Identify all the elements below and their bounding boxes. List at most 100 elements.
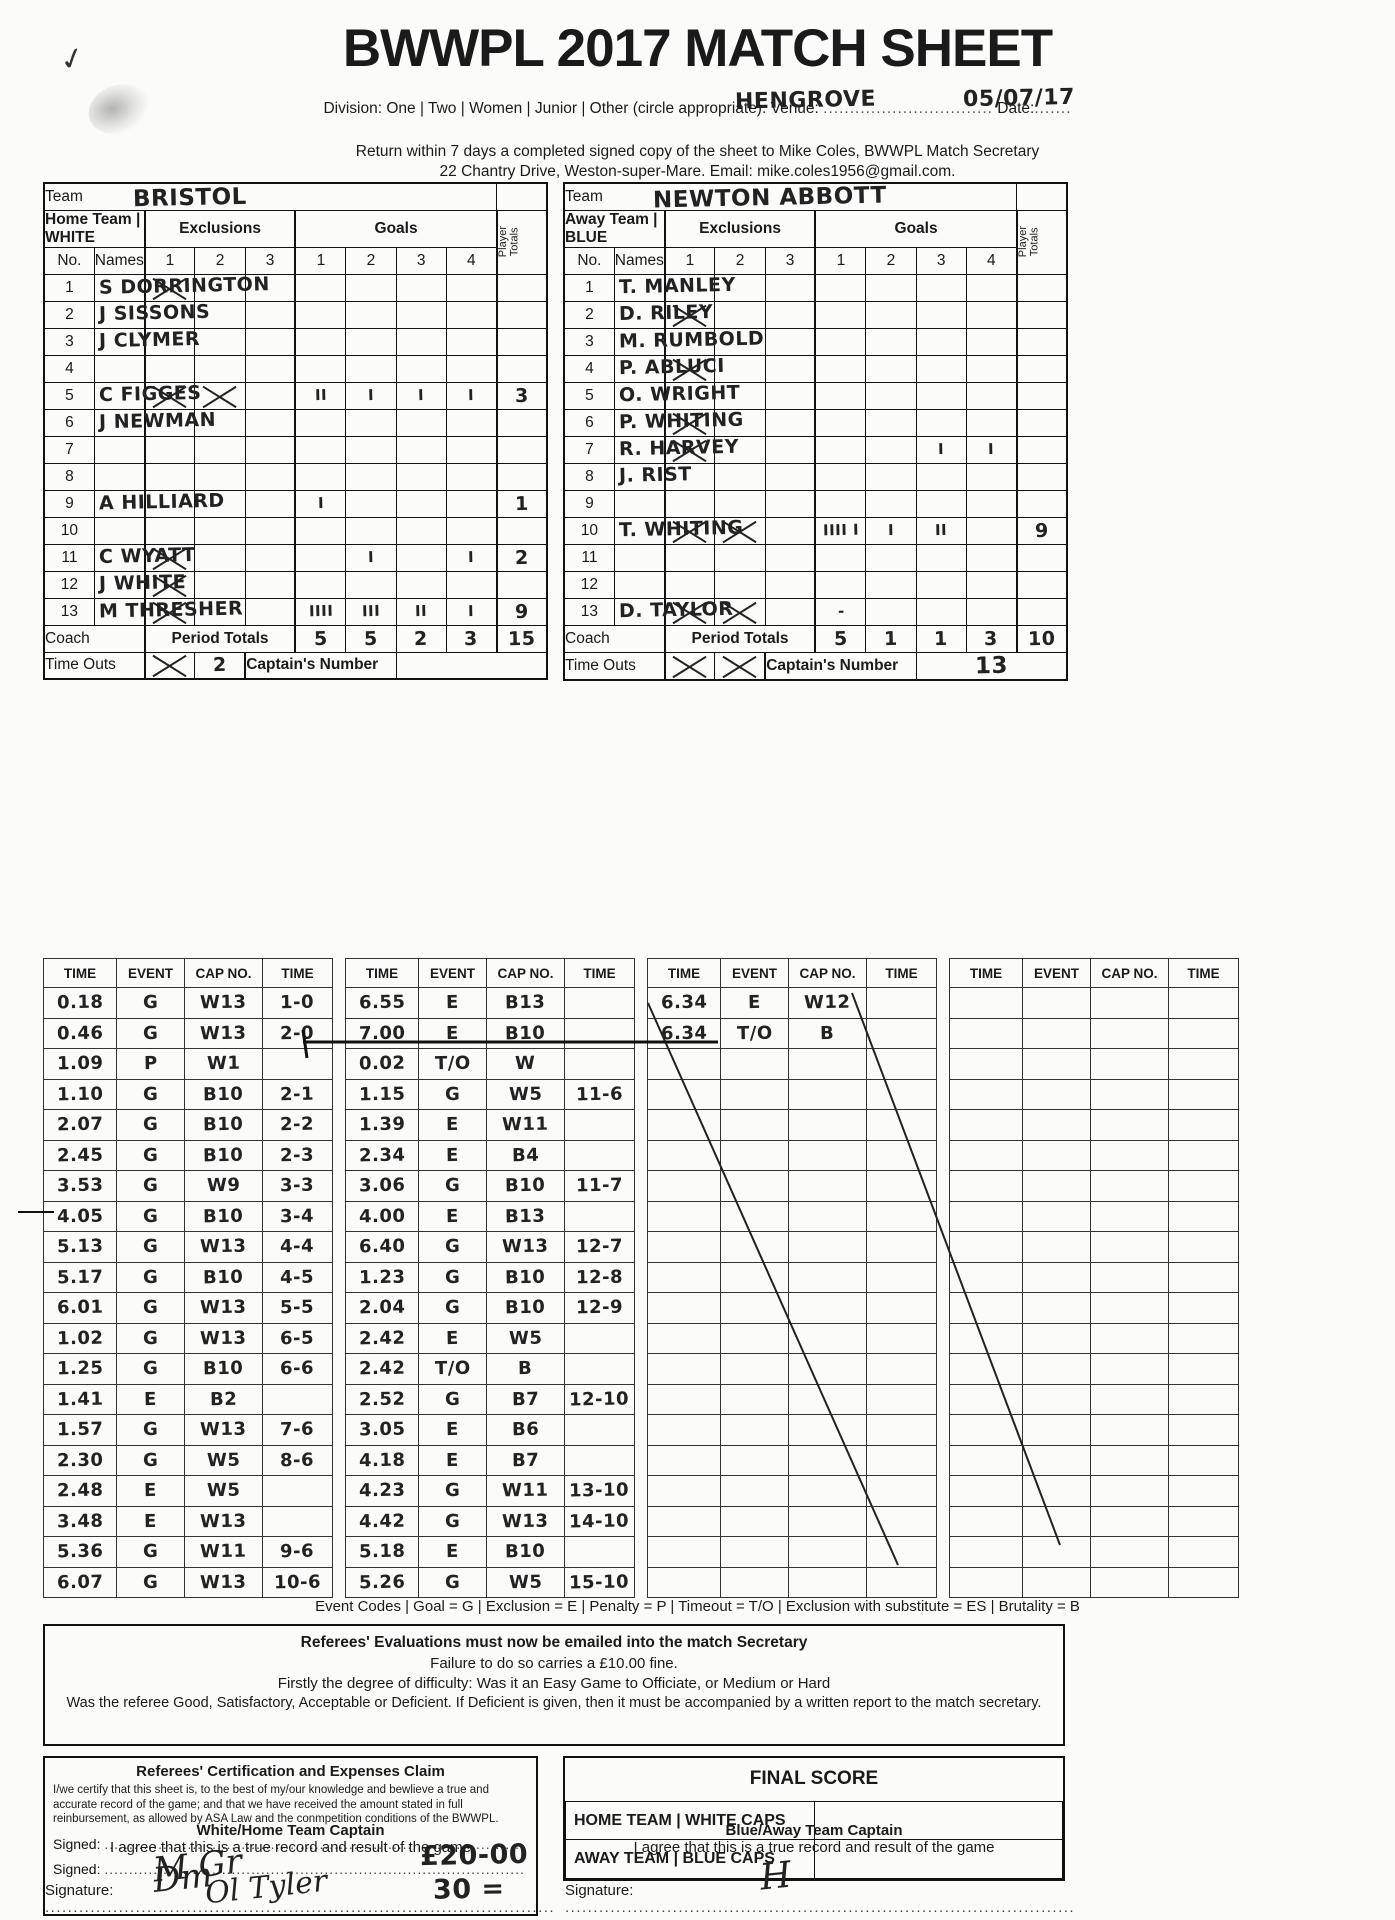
goal-tally-cell[interactable]: [345, 570, 397, 599]
log-time-cell[interactable]: 4.42: [345, 1505, 419, 1537]
goal-tally-cell[interactable]: [345, 354, 397, 383]
exclusion-mark-cell[interactable]: [764, 435, 816, 464]
goal-tally-cell[interactable]: [965, 516, 1018, 545]
log-score-cell[interactable]: [1168, 987, 1239, 1019]
log-row[interactable]: [647, 1475, 937, 1507]
log-cap-cell[interactable]: W13: [184, 1566, 263, 1598]
goal-tally-cell[interactable]: [345, 300, 397, 329]
log-event-cell[interactable]: G: [418, 1505, 487, 1537]
log-event-cell[interactable]: G: [116, 1261, 185, 1293]
goal-tally-cell[interactable]: IIII: [294, 597, 347, 626]
goal-tally-cell[interactable]: [915, 543, 967, 572]
log-event-cell[interactable]: G: [116, 1231, 185, 1263]
log-cap-cell[interactable]: [788, 1353, 867, 1385]
log-event-cell[interactable]: E: [418, 1139, 487, 1171]
log-row[interactable]: 3.53 G W9 3-3: [43, 1170, 333, 1202]
log-row[interactable]: 4.00 E B13: [345, 1200, 635, 1232]
log-score-cell[interactable]: [1168, 1139, 1239, 1171]
log-time-cell[interactable]: [647, 1170, 721, 1202]
log-event-cell[interactable]: [1022, 1170, 1091, 1202]
log-event-cell[interactable]: T/O: [418, 1353, 487, 1385]
player-name-cell[interactable]: J. RIST: [613, 462, 692, 491]
log-time-cell[interactable]: 0.46: [43, 1017, 117, 1049]
log-score-cell[interactable]: 13-10: [564, 1475, 635, 1507]
log-row[interactable]: [647, 1414, 937, 1446]
goal-tally-cell[interactable]: [915, 381, 967, 410]
goal-tally-cell[interactable]: [345, 327, 397, 356]
log-cap-cell[interactable]: B10: [486, 1536, 565, 1568]
goal-tally-cell[interactable]: [445, 570, 498, 599]
player-total-cell[interactable]: [1015, 543, 1068, 572]
log-time-cell[interactable]: 2.42: [345, 1353, 419, 1385]
log-row[interactable]: [647, 1109, 937, 1141]
log-time-cell[interactable]: [647, 1322, 721, 1354]
log-event-cell[interactable]: T/O: [418, 1048, 487, 1080]
log-row[interactable]: 3.06 G B10 11-7: [345, 1170, 635, 1202]
goal-tally-cell[interactable]: [865, 435, 917, 464]
log-event-cell[interactable]: G: [116, 1353, 185, 1385]
log-row[interactable]: 1.39 E W11: [345, 1109, 635, 1141]
log-cap-cell[interactable]: [788, 1322, 867, 1354]
log-time-cell[interactable]: 5.26: [345, 1566, 419, 1598]
log-cap-cell[interactable]: W13: [184, 1231, 263, 1263]
log-event-cell[interactable]: G: [116, 1444, 185, 1476]
player-name-cell[interactable]: S DORRINGTON: [93, 273, 270, 302]
log-time-cell[interactable]: 0.02: [345, 1048, 419, 1080]
player-total-cell[interactable]: [495, 300, 548, 329]
log-cap-cell[interactable]: B10: [184, 1261, 263, 1293]
log-score-cell[interactable]: [564, 1048, 635, 1080]
goal-tally-cell[interactable]: [865, 462, 917, 491]
player-total-cell[interactable]: [1015, 462, 1068, 491]
log-time-cell[interactable]: [949, 1536, 1023, 1568]
log-cap-cell[interactable]: [1090, 1078, 1169, 1110]
player-name-cell[interactable]: J SISSONS: [93, 300, 210, 329]
home-player-row[interactable]: 10: [43, 516, 548, 545]
away-player-row[interactable]: 13 D. TAYLOR -: [563, 597, 1068, 626]
log-event-cell[interactable]: E: [418, 1322, 487, 1354]
log-time-cell[interactable]: [647, 1078, 721, 1110]
log-score-cell[interactable]: [564, 1536, 635, 1568]
log-score-cell[interactable]: [564, 1444, 635, 1476]
log-score-cell[interactable]: [1168, 1109, 1239, 1141]
log-score-cell[interactable]: [564, 1200, 635, 1232]
goal-tally-cell[interactable]: [965, 300, 1018, 329]
log-row[interactable]: [647, 1078, 937, 1110]
exclusion-mark-cell[interactable]: [143, 435, 196, 464]
exclusion-mark-cell[interactable]: [194, 354, 246, 383]
log-row[interactable]: [949, 987, 1239, 1019]
log-cap-cell[interactable]: [788, 1414, 867, 1446]
log-score-cell[interactable]: [564, 1322, 635, 1354]
log-event-cell[interactable]: [1022, 1200, 1091, 1232]
captains-number-cell[interactable]: 13: [915, 651, 1068, 680]
exclusion-mark-cell[interactable]: [764, 273, 816, 302]
log-time-cell[interactable]: 6.40: [345, 1231, 419, 1263]
log-time-cell[interactable]: [647, 1566, 721, 1598]
log-event-cell[interactable]: [1022, 1475, 1091, 1507]
away-player-row[interactable]: 3 M. RUMBOLD: [563, 327, 1068, 356]
player-name-cell[interactable]: C FIGGES: [93, 381, 201, 410]
log-row[interactable]: [949, 1383, 1239, 1415]
log-score-cell[interactable]: [1168, 1353, 1239, 1385]
log-score-cell[interactable]: [866, 1353, 937, 1385]
goal-tally-cell[interactable]: I: [915, 435, 967, 464]
log-score-cell[interactable]: 3-3: [262, 1170, 333, 1202]
log-event-cell[interactable]: E: [116, 1383, 185, 1415]
log-time-cell[interactable]: [949, 1475, 1023, 1507]
player-name-cell[interactable]: [613, 570, 666, 599]
away-signature-row[interactable]: Signature: .............................…: [565, 1854, 1074, 1916]
log-score-cell[interactable]: [262, 1475, 333, 1507]
log-cap-cell[interactable]: B4: [486, 1139, 565, 1171]
log-time-cell[interactable]: 1.25: [43, 1353, 117, 1385]
player-total-cell[interactable]: [495, 354, 548, 383]
log-event-cell[interactable]: [720, 1261, 789, 1293]
log-time-cell[interactable]: 5.17: [43, 1261, 117, 1293]
exclusion-mark-cell[interactable]: [764, 327, 816, 356]
log-time-cell[interactable]: [647, 1048, 721, 1080]
log-time-cell[interactable]: [647, 1536, 721, 1568]
log-row[interactable]: [647, 1292, 937, 1324]
log-score-cell[interactable]: [866, 1170, 937, 1202]
log-row[interactable]: 6.34 E W12: [647, 987, 937, 1019]
log-score-cell[interactable]: 12-8: [564, 1261, 635, 1293]
